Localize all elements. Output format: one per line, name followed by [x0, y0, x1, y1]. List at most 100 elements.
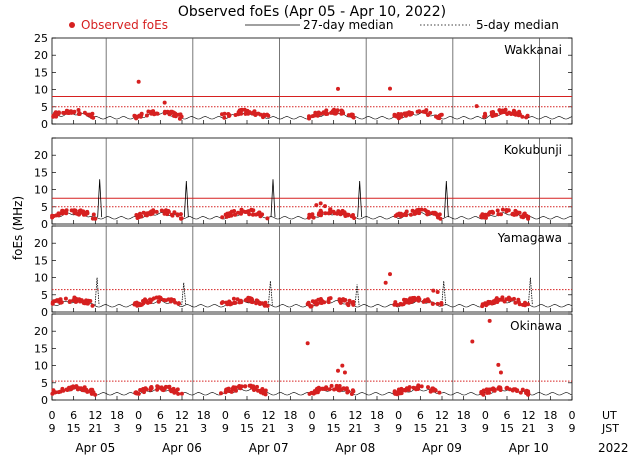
observed-point	[77, 112, 81, 116]
observed-point	[156, 112, 160, 116]
observed-point	[399, 212, 403, 216]
observed-point	[394, 214, 398, 218]
day-label: Apr 09	[422, 441, 462, 455]
observed-point	[142, 211, 146, 215]
observed-point	[520, 115, 524, 119]
observed-point	[137, 392, 141, 396]
observed-point	[509, 112, 513, 116]
observed-point	[481, 302, 485, 306]
observed-point	[317, 213, 321, 217]
observed-point	[351, 303, 355, 307]
observed-point	[179, 217, 183, 221]
ut-tick-label: 12	[262, 409, 276, 422]
observed-point	[495, 300, 499, 304]
observed-point	[351, 389, 355, 393]
median-spike	[95, 278, 99, 306]
jst-tick-label: 15	[67, 422, 81, 435]
observed-point	[426, 113, 430, 117]
jst-tick-label: 3	[547, 422, 554, 435]
y-tick-label: 5	[41, 101, 48, 114]
ut-tick-label: 6	[70, 409, 77, 422]
observed-point	[316, 390, 320, 394]
observed-point	[145, 114, 149, 118]
observed-point	[501, 208, 505, 212]
observed-point	[219, 391, 223, 395]
observed-point	[335, 212, 339, 216]
jst-tick-label: 3	[287, 422, 294, 435]
observed-point	[254, 112, 258, 116]
observed-point	[259, 390, 263, 394]
observed-point	[343, 298, 347, 302]
y-tick-label: 5	[41, 377, 48, 390]
observed-point	[220, 215, 224, 219]
day-label: Apr 08	[335, 441, 375, 455]
observed-point	[77, 386, 81, 390]
jst-tick-label: 3	[460, 422, 467, 435]
jst-tick-label: 9	[222, 422, 229, 435]
observed-point	[239, 212, 243, 216]
observed-point	[74, 300, 78, 304]
observed-point	[491, 210, 495, 214]
jst-tick-label: 9	[569, 422, 576, 435]
observed-point	[488, 319, 492, 323]
observed-point	[171, 214, 175, 218]
observed-point	[328, 207, 332, 211]
observed-point	[77, 108, 81, 112]
observed-point	[144, 300, 148, 304]
observed-point	[399, 115, 403, 119]
observed-point	[393, 389, 397, 393]
observed-point	[438, 217, 442, 221]
observed-point	[499, 212, 503, 216]
observed-point	[431, 289, 435, 293]
panel-wakkanai: 0510152025Wakkanai	[34, 32, 572, 131]
day-label: Apr 10	[509, 441, 549, 455]
panel-okinawa: 05101520 Okinawa	[34, 314, 572, 407]
legend-27day-label: 27-day median	[303, 18, 393, 32]
observed-point	[54, 299, 58, 303]
observed-point	[152, 296, 156, 300]
observed-point	[343, 370, 347, 374]
y-tick-label: 10	[34, 184, 48, 197]
observed-point	[312, 114, 316, 118]
observed-point	[415, 208, 419, 212]
observed-point	[431, 387, 435, 391]
observed-point	[319, 201, 323, 205]
observed-point	[324, 108, 328, 112]
observed-point	[519, 391, 523, 395]
observed-point	[336, 87, 340, 91]
observed-point	[265, 216, 269, 220]
observed-point	[526, 389, 530, 393]
observed-point	[494, 113, 498, 117]
observed-point	[512, 387, 516, 391]
observed-point	[167, 297, 171, 301]
jst-tick-label: 21	[348, 422, 362, 435]
day-label: Apr 05	[75, 441, 115, 455]
observed-point	[137, 302, 141, 306]
observed-point	[415, 386, 419, 390]
observed-point	[232, 209, 236, 213]
observed-point	[179, 212, 183, 216]
observed-point	[64, 297, 68, 301]
jst-tick-label: 15	[327, 422, 341, 435]
observed-point	[351, 213, 355, 217]
ut-tick-label: 18	[543, 409, 557, 422]
observed-point	[331, 109, 335, 113]
observed-point	[150, 386, 154, 390]
ut-tick-label: 6	[330, 409, 337, 422]
median-spike	[355, 284, 359, 305]
observed-point	[424, 108, 428, 112]
observed-point	[408, 112, 412, 116]
observed-point	[507, 208, 511, 212]
observed-point	[57, 213, 61, 217]
observed-point	[260, 301, 264, 305]
observed-point	[163, 111, 167, 115]
observed-point	[330, 384, 334, 388]
observed-point	[423, 208, 427, 212]
ut-tick-label: 12	[348, 409, 362, 422]
observed-point	[431, 211, 435, 215]
observed-point	[514, 213, 518, 217]
observed-point	[439, 303, 443, 307]
observed-point	[163, 101, 167, 105]
ut-tick-label: 6	[244, 409, 251, 422]
observed-point	[499, 370, 503, 374]
